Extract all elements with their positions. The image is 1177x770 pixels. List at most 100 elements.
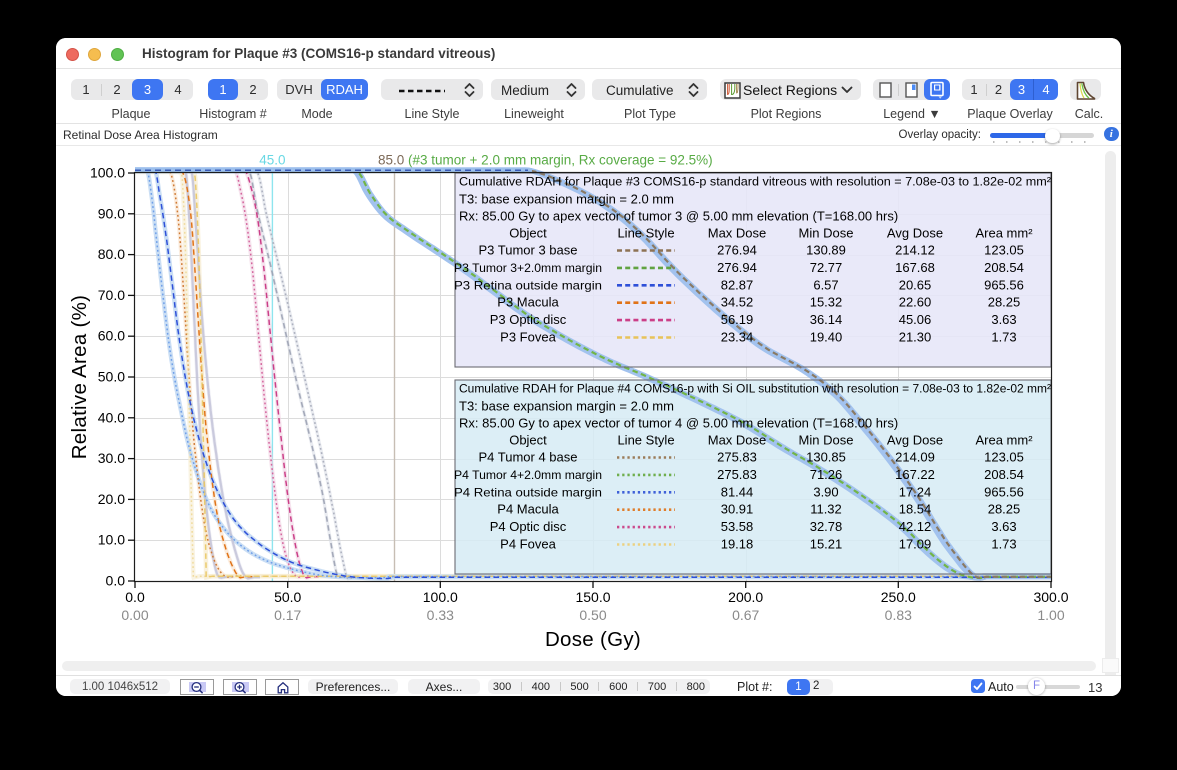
- svg-text:42.12: 42.12: [899, 519, 932, 534]
- svg-text:81.44: 81.44: [721, 484, 754, 499]
- svg-text:130.85: 130.85: [806, 450, 846, 465]
- svg-text:28.25: 28.25: [988, 502, 1021, 517]
- svg-text:36.14: 36.14: [810, 312, 843, 327]
- svg-text:56.19: 56.19: [721, 312, 754, 327]
- svg-text:28.25: 28.25: [988, 295, 1021, 310]
- svg-text:T3: base expansion margin = 2.: T3: base expansion margin = 2.0 mm: [459, 399, 674, 414]
- svg-text:Max Dose: Max Dose: [708, 226, 767, 241]
- svg-text:214.12: 214.12: [895, 243, 935, 258]
- svg-text:0.0: 0.0: [106, 573, 126, 589]
- svg-text:32.78: 32.78: [810, 519, 843, 534]
- svg-text:30.0: 30.0: [98, 450, 125, 466]
- svg-text:45.06: 45.06: [899, 312, 932, 327]
- svg-text:50.0: 50.0: [274, 589, 301, 605]
- svg-text:965.56: 965.56: [984, 277, 1024, 292]
- svg-text:17.24: 17.24: [899, 484, 932, 499]
- svg-text:300.0: 300.0: [1033, 589, 1068, 605]
- svg-text:Line Style: Line Style: [617, 226, 674, 241]
- svg-text:17.09: 17.09: [899, 537, 932, 552]
- svg-text:P3 Optic disc: P3 Optic disc: [490, 312, 567, 327]
- svg-text:3.63: 3.63: [991, 519, 1016, 534]
- svg-text:1.73: 1.73: [991, 330, 1016, 345]
- svg-text:Line Style: Line Style: [617, 433, 674, 448]
- svg-text:1.73: 1.73: [991, 537, 1016, 552]
- svg-text:123.05: 123.05: [984, 450, 1024, 465]
- svg-text:3.63: 3.63: [991, 312, 1016, 327]
- svg-text:53.58: 53.58: [721, 519, 754, 534]
- svg-text:85.0 (#3 tumor + 2.0 mm margin: 85.0 (#3 tumor + 2.0 mm margin, Rx cover…: [378, 153, 713, 168]
- svg-text:6.57: 6.57: [813, 277, 838, 292]
- svg-text:Rx: 85.00 Gy to apex vector of: Rx: 85.00 Gy to apex vector of tumor 4 @…: [459, 416, 898, 431]
- svg-text:Cumulative RDAH for Plaque #4: Cumulative RDAH for Plaque #4 COMS16-p w…: [459, 382, 1051, 396]
- svg-text:275.83: 275.83: [717, 467, 757, 482]
- svg-text:275.83: 275.83: [717, 450, 757, 465]
- svg-text:Min Dose: Min Dose: [799, 433, 854, 448]
- svg-text:167.68: 167.68: [895, 260, 935, 275]
- svg-text:20.0: 20.0: [98, 491, 125, 507]
- svg-text:208.54: 208.54: [984, 260, 1024, 275]
- svg-text:23.34: 23.34: [721, 330, 754, 345]
- svg-text:19.40: 19.40: [810, 330, 843, 345]
- svg-text:82.87: 82.87: [721, 277, 754, 292]
- svg-text:0.67: 0.67: [732, 607, 759, 623]
- svg-text:Area mm²: Area mm²: [975, 433, 1033, 448]
- svg-text:Object: Object: [509, 226, 547, 241]
- svg-text:19.18: 19.18: [721, 537, 754, 552]
- svg-text:Rx: 85.00 Gy to apex vector of: Rx: 85.00 Gy to apex vector of tumor 3 @…: [459, 209, 898, 224]
- svg-text:Min Dose: Min Dose: [799, 226, 854, 241]
- svg-text:45.0: 45.0: [259, 153, 285, 168]
- svg-text:250.0: 250.0: [881, 589, 916, 605]
- svg-text:214.09: 214.09: [895, 450, 935, 465]
- svg-text:18.54: 18.54: [899, 502, 932, 517]
- svg-text:11.32: 11.32: [810, 502, 842, 517]
- svg-text:71.26: 71.26: [810, 467, 843, 482]
- svg-text:50.0: 50.0: [98, 369, 125, 385]
- svg-text:3.90: 3.90: [813, 484, 838, 499]
- svg-text:T3: base expansion margin = 2.: T3: base expansion margin = 2.0 mm: [459, 192, 674, 207]
- svg-text:P3 Fovea: P3 Fovea: [500, 330, 556, 345]
- svg-text:0.33: 0.33: [427, 607, 454, 623]
- svg-text:965.56: 965.56: [984, 484, 1024, 499]
- svg-text:80.0: 80.0: [98, 246, 125, 262]
- svg-text:200.0: 200.0: [728, 589, 763, 605]
- svg-text:72.77: 72.77: [810, 260, 843, 275]
- svg-text:P4 Tumor 4+2.0mm margin: P4 Tumor 4+2.0mm margin: [454, 469, 602, 482]
- svg-text:10.0: 10.0: [98, 532, 125, 548]
- svg-text:30.91: 30.91: [721, 502, 754, 517]
- svg-text:Object: Object: [509, 433, 547, 448]
- svg-text:130.89: 130.89: [806, 243, 846, 258]
- svg-text:0.50: 0.50: [579, 607, 606, 623]
- svg-text:Max Dose: Max Dose: [708, 433, 767, 448]
- svg-text:40.0: 40.0: [98, 409, 125, 425]
- svg-text:100.0: 100.0: [90, 165, 125, 181]
- svg-text:Cumulative RDAH for Plaque #3: Cumulative RDAH for Plaque #3 COMS16-p s…: [459, 175, 1051, 189]
- svg-text:P3 Retina outside margin: P3 Retina outside margin: [454, 279, 602, 292]
- svg-text:0.17: 0.17: [274, 607, 301, 623]
- svg-text:P4 Fovea: P4 Fovea: [500, 537, 556, 552]
- svg-text:P4 Tumor 4 base: P4 Tumor 4 base: [479, 450, 578, 465]
- svg-text:34.52: 34.52: [721, 295, 754, 310]
- svg-text:20.65: 20.65: [899, 277, 932, 292]
- svg-text:167.22: 167.22: [895, 467, 935, 482]
- svg-text:P3 Macula: P3 Macula: [497, 295, 559, 310]
- svg-text:P4 Macula: P4 Macula: [497, 502, 559, 517]
- svg-text:0.0: 0.0: [125, 589, 145, 605]
- svg-text:Relative Area (%): Relative Area (%): [68, 295, 91, 460]
- svg-text:15.32: 15.32: [810, 295, 843, 310]
- svg-text:Avg Dose: Avg Dose: [887, 433, 943, 448]
- svg-text:P3 Tumor 3+2.0mm margin: P3 Tumor 3+2.0mm margin: [454, 262, 602, 275]
- svg-text:150.0: 150.0: [575, 589, 610, 605]
- svg-text:P3 Tumor 3 base: P3 Tumor 3 base: [479, 243, 578, 258]
- svg-text:60.0: 60.0: [98, 328, 125, 344]
- svg-text:P4 Optic disc: P4 Optic disc: [490, 519, 567, 534]
- svg-text:15.21: 15.21: [810, 537, 843, 552]
- svg-text:21.30: 21.30: [899, 330, 932, 345]
- svg-text:P4 Retina outside margin: P4 Retina outside margin: [454, 486, 602, 499]
- svg-text:0.00: 0.00: [121, 607, 148, 623]
- svg-text:276.94: 276.94: [717, 260, 757, 275]
- svg-text:123.05: 123.05: [984, 243, 1024, 258]
- svg-text:Avg Dose: Avg Dose: [887, 226, 943, 241]
- svg-text:208.54: 208.54: [984, 467, 1024, 482]
- svg-text:276.94: 276.94: [717, 243, 757, 258]
- svg-text:0.83: 0.83: [885, 607, 912, 623]
